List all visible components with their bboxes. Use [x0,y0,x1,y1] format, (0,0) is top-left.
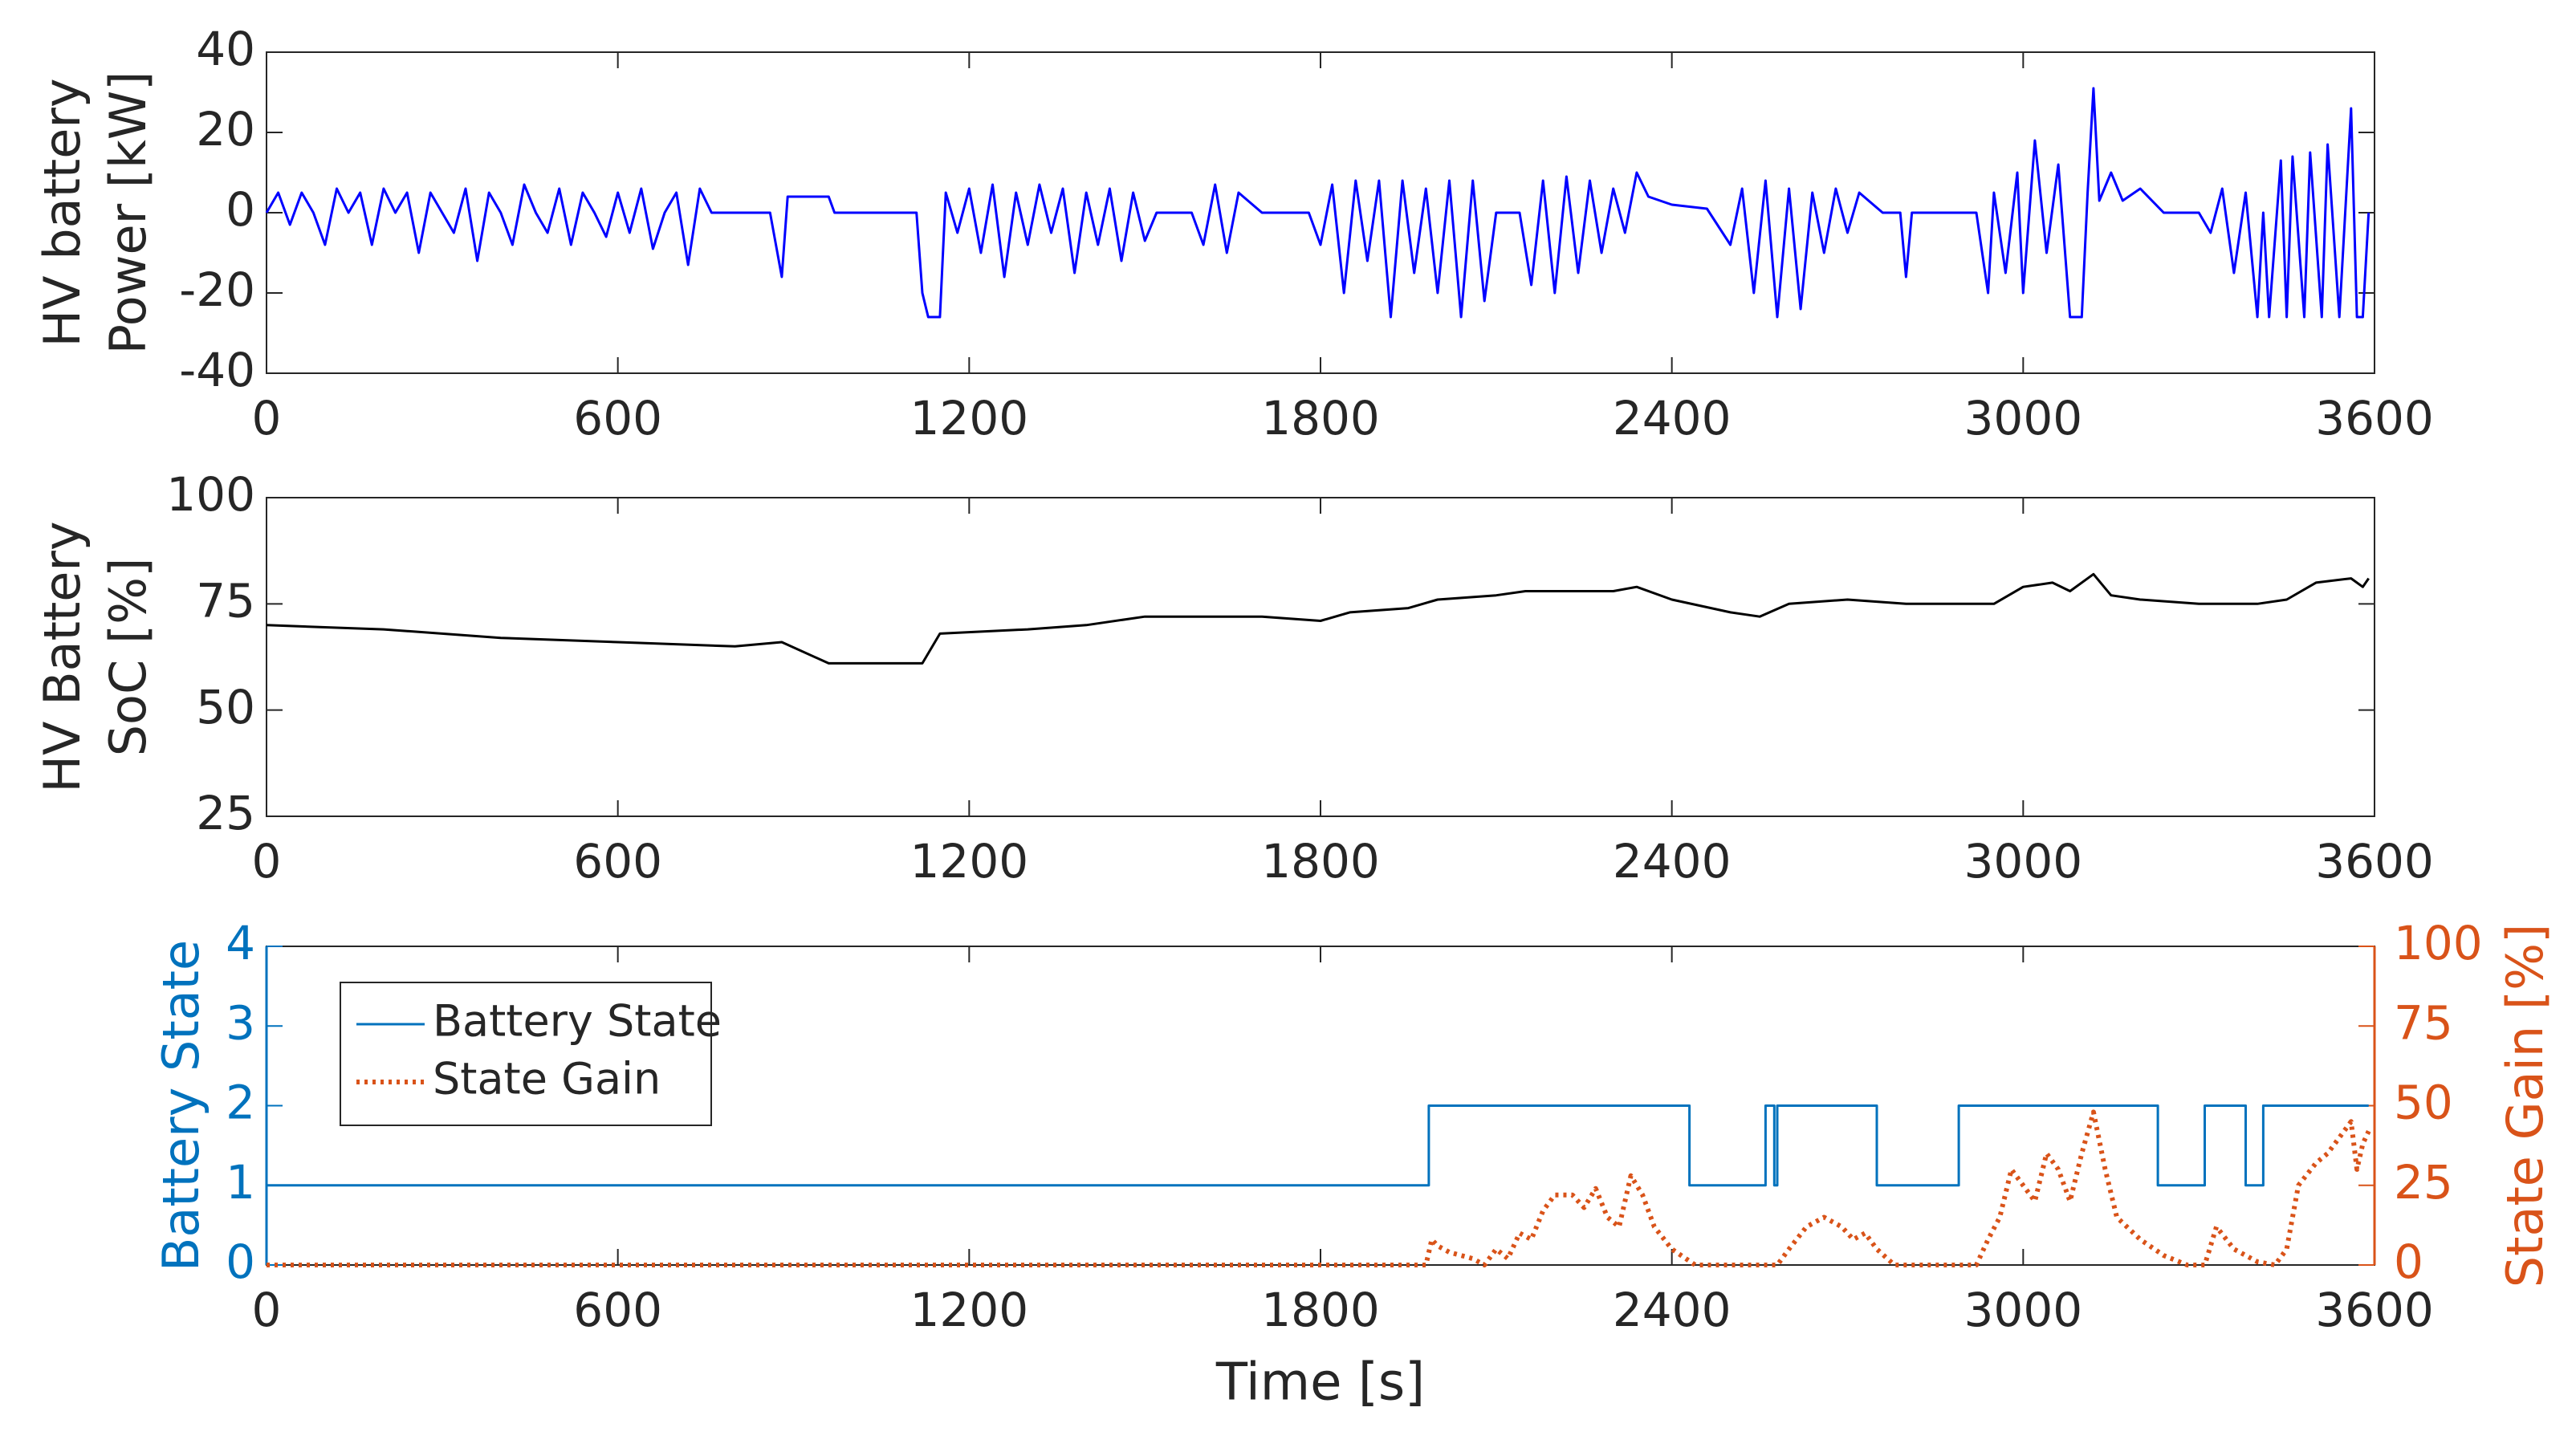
x-tick-label: 3000 [1964,1283,2083,1337]
y-axis-label: Battery State [152,940,210,1271]
x-tick-label: 3000 [1964,834,2083,889]
y-axis-label: HV Battery [33,521,92,792]
y-tick-label: 0 [226,1234,255,1289]
x-tick-label: 2400 [1613,391,1732,445]
data-line [266,572,2370,665]
y-tick-label: 25 [196,786,255,840]
data-line [267,1109,2371,1267]
x-tick-label: 1800 [1261,1283,1380,1337]
y-axis-label: Power [kW] [99,71,157,355]
y2-tick-label: 100 [2394,916,2483,970]
y-tick-label: 3 [226,995,255,1050]
y-axis-label: HV battery [33,78,92,347]
y-tick-label: 0 [226,182,255,237]
x-tick-label: 0 [252,1283,282,1337]
x-tick-label: 0 [252,834,282,889]
x-tick-label: 1800 [1261,834,1380,889]
y2-tick-label: 50 [2394,1076,2453,1130]
y-tick-label: -20 [179,262,255,317]
x-tick-label: 3000 [1964,391,2083,445]
y2-axis-label: State Gain [%] [2496,924,2554,1287]
x-tick-label: 600 [573,1283,662,1337]
data-line [265,87,2370,319]
y-tick-label: 4 [226,916,255,970]
x-axis-label: Time [s] [1215,1353,1425,1413]
x-tick-label: 1200 [910,834,1029,889]
legend-label: State Gain [433,1054,661,1104]
x-tick-label: 1200 [910,1283,1029,1337]
x-tick-label: 3600 [2315,1283,2434,1337]
x-tick-label: 2400 [1613,1283,1732,1337]
y-tick-label: 50 [196,680,255,734]
y-tick-label: 1 [226,1155,255,1210]
legend-box [340,982,712,1126]
data-line [267,1104,2369,1187]
axes-box [266,51,2375,374]
y-tick-label: 2 [226,1076,255,1130]
y-tick-label: -40 [179,343,255,397]
x-tick-label: 1800 [1261,391,1380,445]
x-tick-label: 3600 [2315,391,2434,445]
x-tick-label: 600 [573,391,662,445]
y2-tick-label: 0 [2394,1234,2423,1289]
y-axis-label: SoC [%] [99,558,157,757]
axes-box [266,497,2375,817]
y-tick-label: 40 [196,22,255,76]
x-tick-label: 0 [252,391,282,445]
legend-label: Battery State [433,996,722,1047]
y-tick-label: 100 [166,467,255,522]
x-tick-label: 1200 [910,391,1029,445]
y2-tick-label: 75 [2394,995,2453,1050]
y-tick-label: 75 [196,573,255,628]
y-tick-label: 20 [196,102,255,157]
x-tick-label: 2400 [1613,834,1732,889]
x-tick-label: 3600 [2315,834,2434,889]
x-tick-label: 600 [573,834,662,889]
y2-tick-label: 25 [2394,1155,2453,1210]
